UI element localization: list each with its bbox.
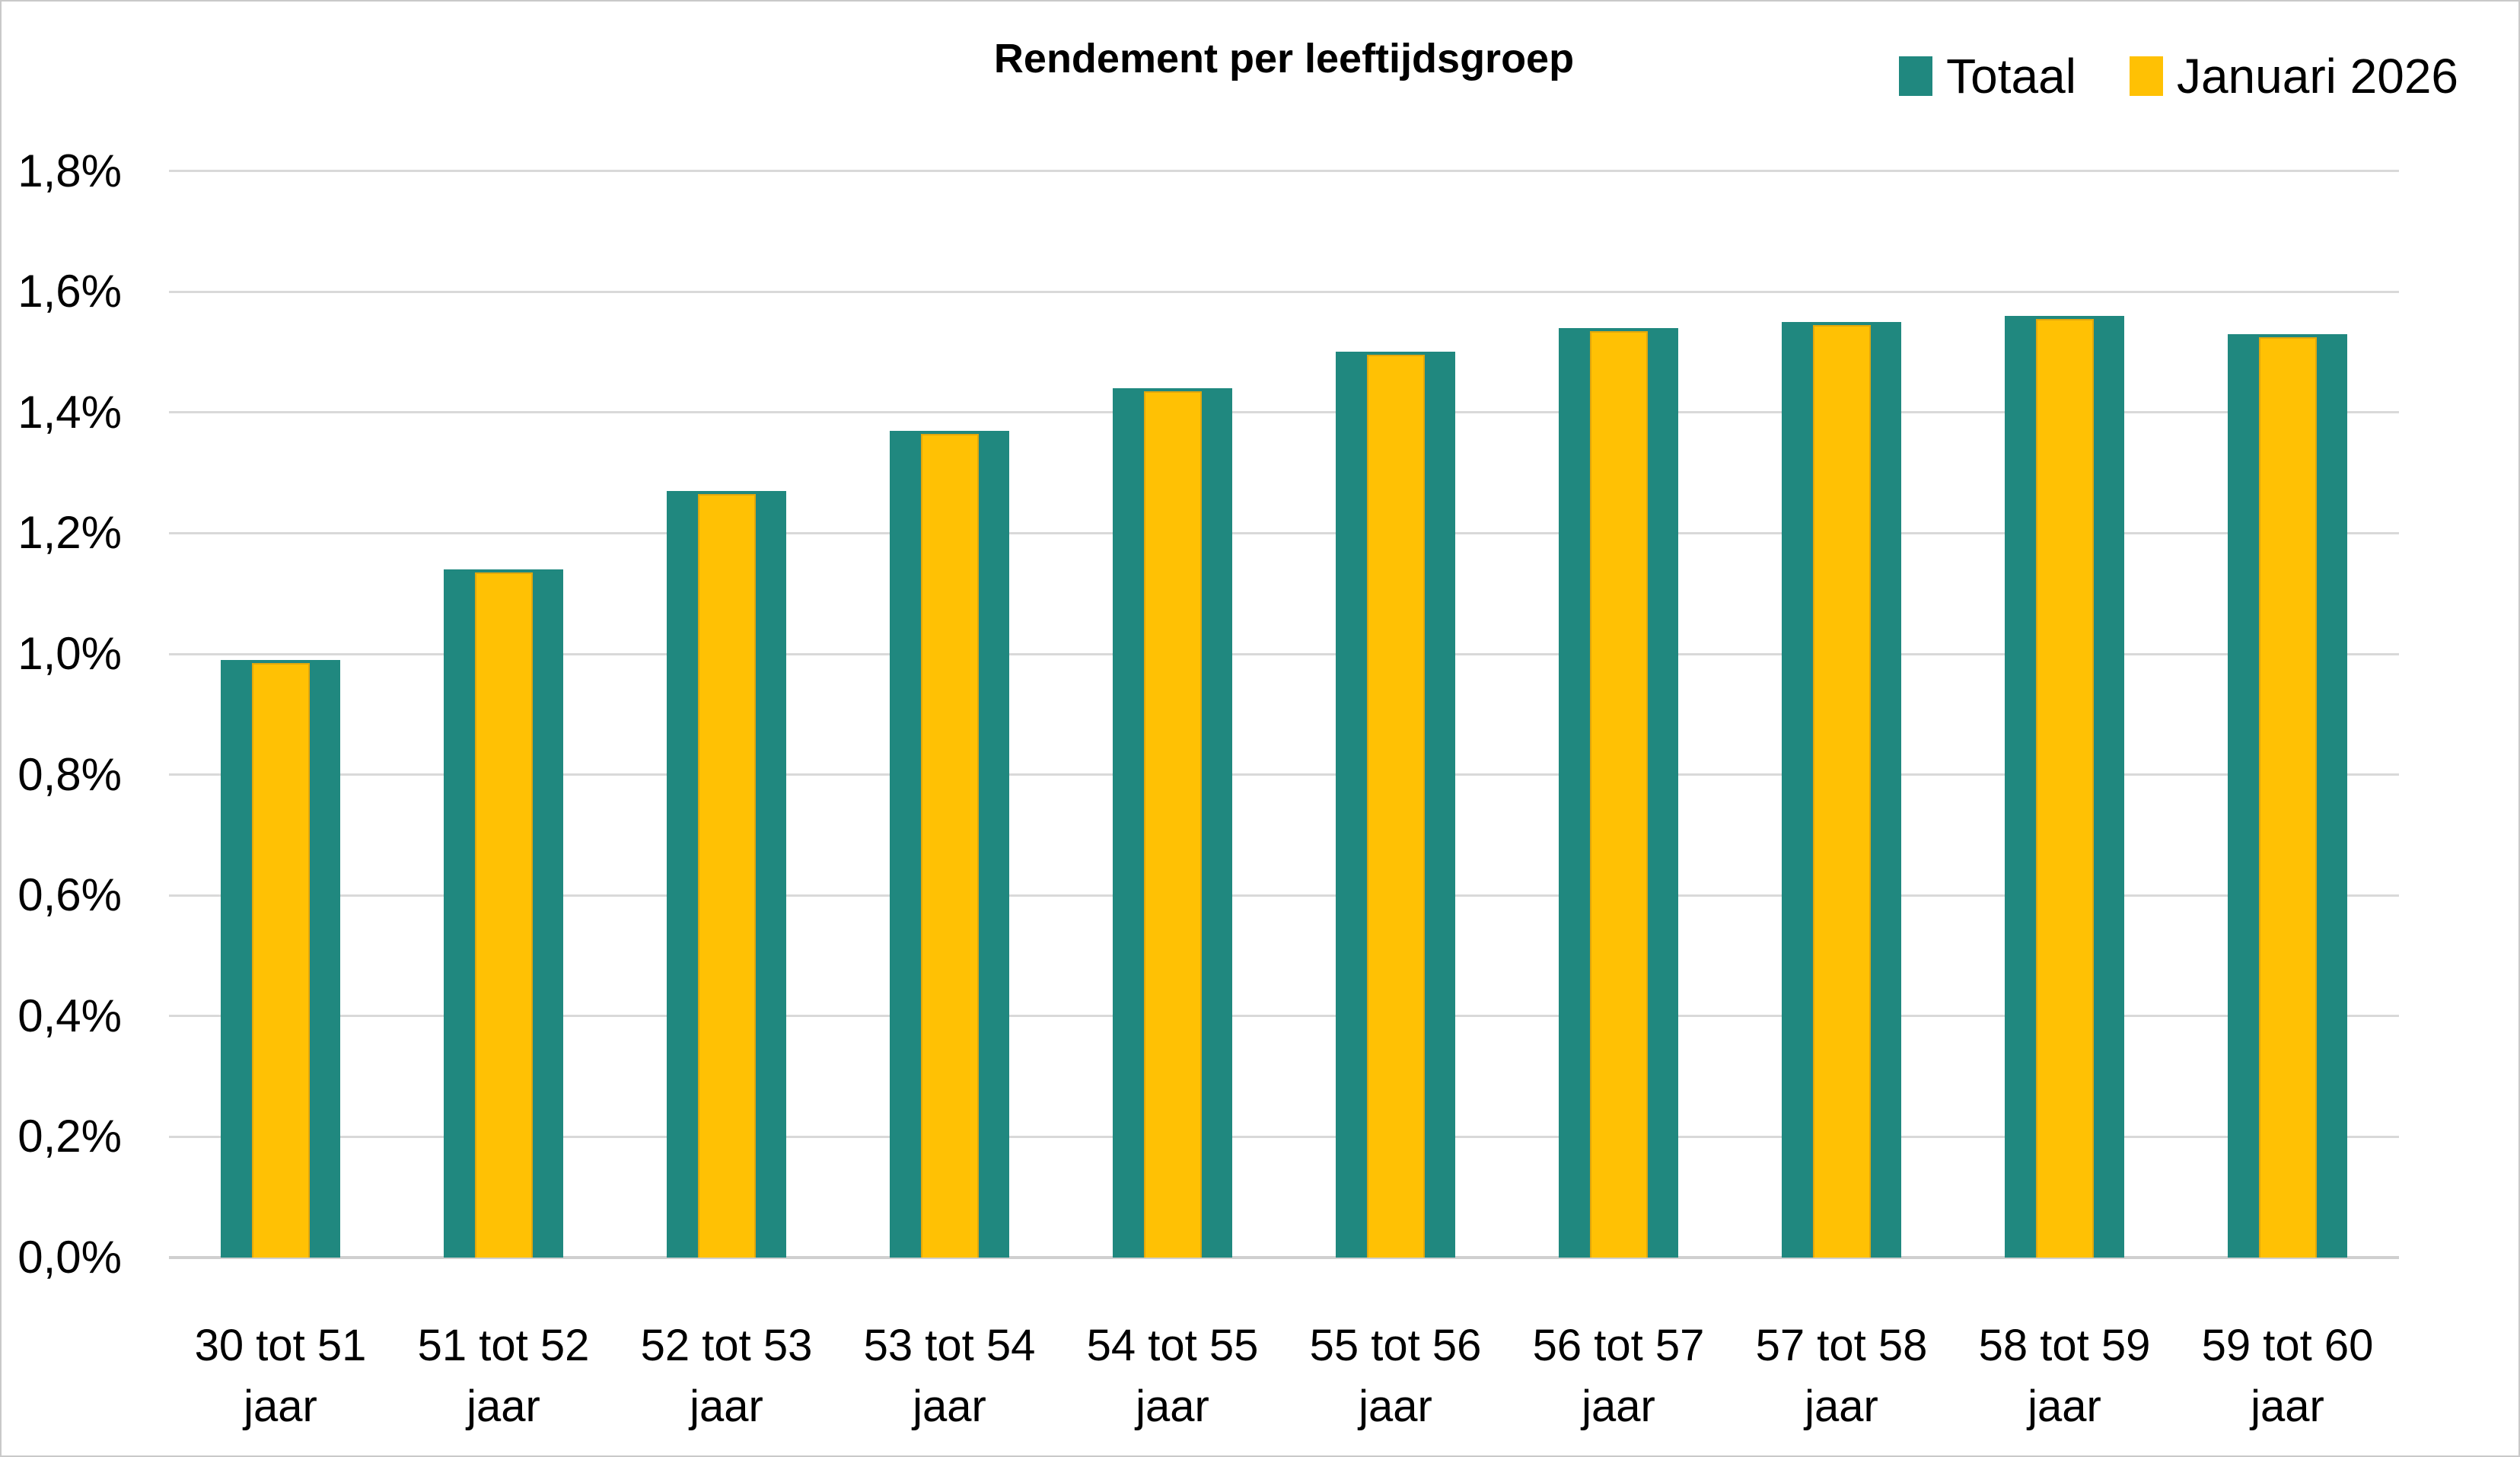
x-axis-label-line2: jaar	[2251, 1382, 2324, 1431]
bar-januari-2026	[475, 572, 533, 1258]
bar-januari-2026	[1813, 325, 1871, 1258]
y-axis-tick-label: 0,0%	[18, 1232, 122, 1283]
gridline	[169, 531, 2399, 534]
x-axis-category-label: 56 tot 57 jaar	[1507, 1315, 1730, 1437]
legend-swatch-totaal-icon	[1899, 56, 1933, 96]
x-axis-label-line1: 58 tot 59	[1978, 1321, 2151, 1370]
bar-januari-2026	[1367, 355, 1425, 1258]
x-axis-label-line2: jaar	[1805, 1382, 1878, 1431]
bar-januari-2026	[2259, 337, 2317, 1258]
y-axis-tick-label: 0,8%	[18, 748, 122, 800]
y-axis-tick-label: 0,2%	[18, 1111, 122, 1162]
y-axis-tick-label: 0,6%	[18, 869, 122, 921]
x-axis-category-label: 30 tot 51 jaar	[169, 1315, 392, 1437]
x-axis-label-line1: 59 tot 60	[2201, 1321, 2374, 1370]
x-axis-label-line2: jaar	[244, 1382, 317, 1431]
legend-label-totaal: Totaal	[1946, 49, 2076, 104]
x-axis-label-line2: jaar	[467, 1382, 540, 1431]
x-axis-label-line2: jaar	[1582, 1382, 1655, 1431]
x-axis-label-line2: jaar	[1359, 1382, 1432, 1431]
y-axis-tick-label: 1,0%	[18, 628, 122, 679]
x-axis-category-label: 59 tot 60 jaar	[2176, 1315, 2399, 1437]
y-axis-tick-label: 1,6%	[18, 266, 122, 317]
legend-swatch-januari-2026-icon	[2129, 56, 2163, 96]
gridline	[169, 773, 2399, 776]
x-axis-category-label: 52 tot 53 jaar	[615, 1315, 838, 1437]
y-axis-tick-label: 0,4%	[18, 990, 122, 1041]
x-axis-label-line1: 57 tot 58	[1755, 1321, 1928, 1370]
x-axis-label-line2: jaar	[1136, 1382, 1209, 1431]
bar-januari-2026	[2036, 319, 2094, 1258]
x-axis-category-label: 54 tot 55 jaar	[1061, 1315, 1284, 1437]
x-axis-label-line1: 53 tot 54	[863, 1321, 1036, 1370]
bar-januari-2026	[1144, 391, 1202, 1258]
x-axis-label-line1: 52 tot 53	[640, 1321, 813, 1370]
legend-item-totaal: Totaal	[1899, 47, 2076, 105]
legend-label-januari-2026: Januari 2026	[2176, 49, 2458, 104]
bar-januari-2026	[1590, 331, 1648, 1258]
bar-januari-2026	[252, 663, 310, 1258]
x-axis-label-line1: 54 tot 55	[1086, 1321, 1259, 1370]
bar-januari-2026	[698, 494, 756, 1258]
x-axis-label-line1: 30 tot 51	[194, 1321, 367, 1370]
x-axis-label-line1: 55 tot 56	[1309, 1321, 1482, 1370]
x-axis-label-line2: jaar	[690, 1382, 763, 1431]
x-axis-category-label: 53 tot 54 jaar	[838, 1315, 1061, 1437]
x-axis-category-label: 57 tot 58 jaar	[1730, 1315, 1953, 1437]
bar-januari-2026	[921, 434, 979, 1258]
chart-title: Rendement per leeftijdsgroep	[993, 36, 1575, 81]
gridline	[169, 652, 2399, 655]
gridline	[169, 894, 2399, 897]
x-axis-label-line1: 56 tot 57	[1532, 1321, 1705, 1370]
x-axis-line	[169, 1256, 2399, 1259]
x-axis-label-line1: 51 tot 52	[417, 1321, 590, 1370]
x-axis-category-label: 51 tot 52 jaar	[392, 1315, 615, 1437]
x-axis-label-line2: jaar	[913, 1382, 986, 1431]
y-axis-tick-label: 1,8%	[18, 145, 122, 196]
x-axis-category-label: 58 tot 59 jaar	[1953, 1315, 2176, 1437]
gridline	[169, 1015, 2399, 1018]
gridline	[169, 1135, 2399, 1138]
gridline	[169, 411, 2399, 414]
legend-item-januari-2026: Januari 2026	[2129, 47, 2458, 105]
x-axis-category-label: 55 tot 56 jaar	[1284, 1315, 1507, 1437]
x-axis-label-line2: jaar	[2028, 1382, 2101, 1431]
y-axis-tick-label: 1,2%	[18, 507, 122, 559]
legend: Totaal Januari 2026	[1899, 47, 2458, 105]
y-axis-tick-label: 1,4%	[18, 386, 122, 438]
gridline	[169, 170, 2399, 173]
gridline	[169, 290, 2399, 293]
